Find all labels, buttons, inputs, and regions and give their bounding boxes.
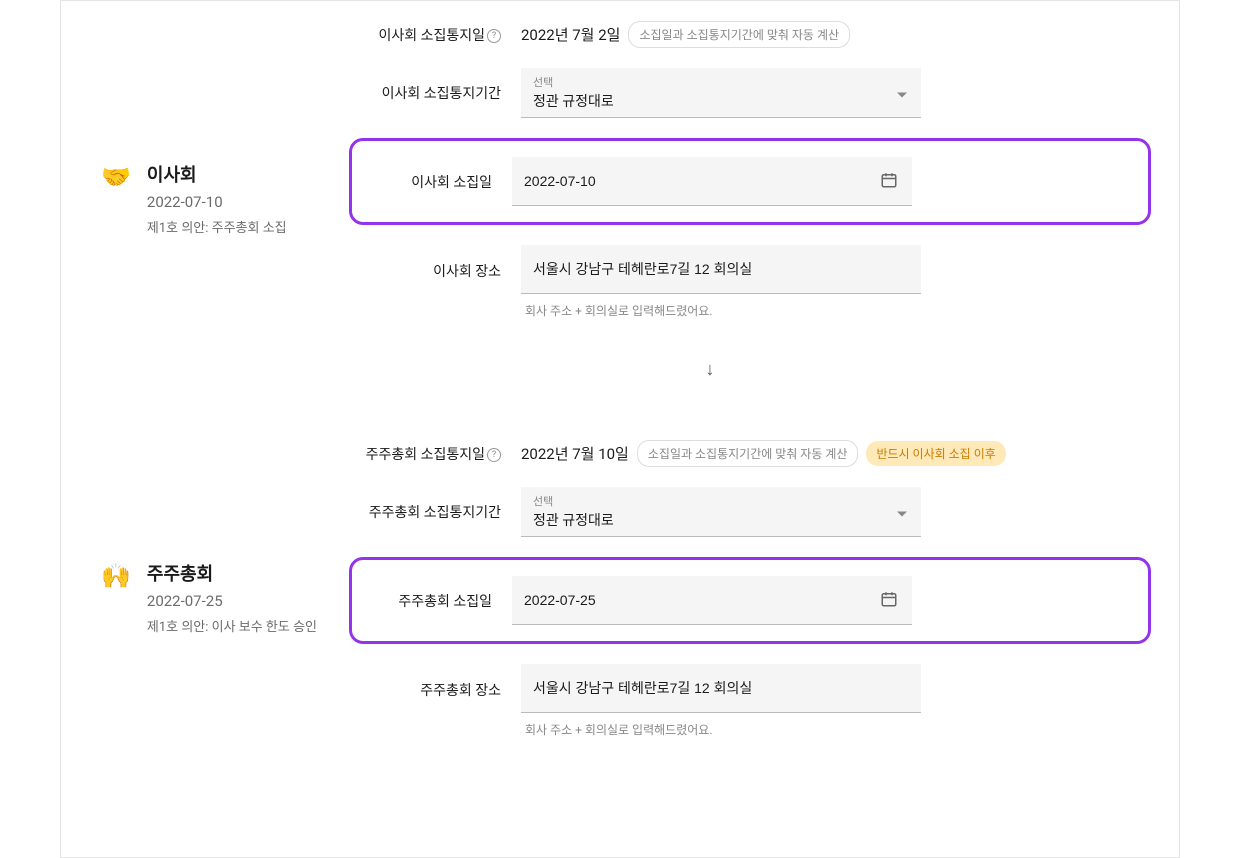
highlighted-meeting-date: 주주총회 소집일: [349, 557, 1151, 644]
row-notice-date: 이사회 소집통지일? 2022년 7월 2일 소집일과 소집통지기간에 맞춰 자…: [361, 21, 1139, 48]
sidebar-shareholder: 🙌 주주총회 2022-07-25 제1호 의안: 이사 보수 한도 승인: [101, 440, 361, 635]
auto-calc-badge: 소집일과 소집통지기간에 맞춰 자동 계산: [628, 21, 850, 48]
help-icon[interactable]: ?: [487, 448, 501, 462]
chevron-down-icon: [897, 84, 907, 103]
venue-input[interactable]: [521, 245, 921, 294]
notice-date-value: 2022년 7월 2일: [521, 24, 620, 45]
venue-helper: 회사 주소 + 회의실로 입력해드렸어요.: [521, 721, 921, 738]
label-notice-period: 주주총회 소집통지기간: [361, 502, 501, 522]
warning-badge: 반드시 이사회 소집 이후: [866, 441, 1005, 466]
select-small-label: 선택: [533, 74, 909, 90]
select-value: 정관 규정대로: [533, 510, 909, 530]
row-notice-period: 주주총회 소집통지기간 선택 정관 규정대로: [361, 487, 1139, 537]
section-shareholder-meeting: 🙌 주주총회 2022-07-25 제1호 의안: 이사 보수 한도 승인 주주…: [61, 440, 1179, 738]
label-text: 이사회 소집통지일: [378, 28, 485, 44]
label-text: 주주총회 소집통지일: [366, 447, 485, 463]
venue-input[interactable]: [521, 664, 921, 713]
sidebar-agenda: 제1호 의안: 이사 보수 한도 승인: [147, 616, 317, 635]
label-venue: 주주총회 장소: [361, 664, 501, 700]
notice-date-value: 2022년 7월 10일: [521, 443, 629, 464]
select-wrapper: 선택 정관 규정대로: [521, 68, 921, 118]
label-meeting-date: 이사회 소집일: [362, 172, 492, 192]
notice-period-select[interactable]: 선택 정관 규정대로: [521, 68, 921, 118]
sidebar-board: 🤝 이사회 2022-07-10 제1호 의안: 주주총회 소집: [101, 21, 361, 236]
venue-input-wrapper: 회사 주소 + 회의실로 입력해드렸어요.: [521, 245, 921, 319]
meeting-date-input[interactable]: [512, 576, 912, 625]
sidebar-agenda: 제1호 의안: 주주총회 소집: [147, 217, 287, 236]
date-input-wrapper: [512, 157, 912, 206]
notice-period-select[interactable]: 선택 정관 규정대로: [521, 487, 921, 537]
value-row: 2022년 7월 2일 소집일과 소집통지기간에 맞춰 자동 계산: [521, 21, 1139, 48]
venue-helper: 회사 주소 + 회의실로 입력해드렸어요.: [521, 302, 921, 319]
select-wrapper: 선택 정관 규정대로: [521, 487, 921, 537]
row-venue: 주주총회 장소 회사 주소 + 회의실로 입력해드렸어요.: [361, 664, 1139, 738]
auto-calc-badge: 소집일과 소집통지기간에 맞춰 자동 계산: [637, 440, 859, 467]
meeting-date-input[interactable]: [512, 157, 912, 206]
label-venue: 이사회 장소: [361, 245, 501, 281]
sidebar-date: 2022-07-10: [147, 193, 287, 211]
row-venue: 이사회 장소 회사 주소 + 회의실로 입력해드렸어요.: [361, 245, 1139, 319]
calendar-icon[interactable]: [880, 171, 898, 193]
form-area-board: 이사회 소집통지일? 2022년 7월 2일 소집일과 소집통지기간에 맞춰 자…: [361, 21, 1139, 319]
highlighted-meeting-date: 이사회 소집일: [349, 138, 1151, 225]
label-notice-date: 이사회 소집통지일?: [361, 25, 501, 45]
select-small-label: 선택: [533, 493, 909, 509]
help-icon[interactable]: ?: [487, 29, 501, 43]
row-notice-date: 주주총회 소집통지일? 2022년 7월 10일 소집일과 소집통지기간에 맞춰…: [361, 440, 1139, 467]
sidebar-title: 이사회: [147, 161, 287, 187]
chevron-down-icon: [897, 503, 907, 522]
sidebar-content: 이사회 2022-07-10 제1호 의안: 주주총회 소집: [147, 161, 287, 236]
date-input-wrapper: [512, 576, 912, 625]
form-container: 🤝 이사회 2022-07-10 제1호 의안: 주주총회 소집 이사회 소집통…: [60, 0, 1180, 858]
arrow-down-divider: ↓: [241, 319, 1179, 440]
label-notice-period: 이사회 소집통지기간: [361, 83, 501, 103]
label-notice-date: 주주총회 소집통지일?: [361, 444, 501, 464]
select-value: 정관 규정대로: [533, 91, 909, 111]
venue-input-wrapper: 회사 주소 + 회의실로 입력해드렸어요.: [521, 664, 921, 738]
sidebar-date: 2022-07-25: [147, 592, 317, 610]
raised-hands-icon: 🙌: [101, 562, 131, 590]
sidebar-content: 주주총회 2022-07-25 제1호 의안: 이사 보수 한도 승인: [147, 560, 317, 635]
section-board-meeting: 🤝 이사회 2022-07-10 제1호 의안: 주주총회 소집 이사회 소집통…: [61, 21, 1179, 319]
calendar-icon[interactable]: [880, 590, 898, 612]
value-row: 2022년 7월 10일 소집일과 소집통지기간에 맞춰 자동 계산 반드시 이…: [521, 440, 1139, 467]
sidebar-title: 주주총회: [147, 560, 317, 586]
label-meeting-date: 주주총회 소집일: [362, 591, 492, 611]
form-area-shareholder: 주주총회 소집통지일? 2022년 7월 10일 소집일과 소집통지기간에 맞춰…: [361, 440, 1139, 738]
row-notice-period: 이사회 소집통지기간 선택 정관 규정대로: [361, 68, 1139, 118]
handshake-icon: 🤝: [101, 163, 131, 191]
